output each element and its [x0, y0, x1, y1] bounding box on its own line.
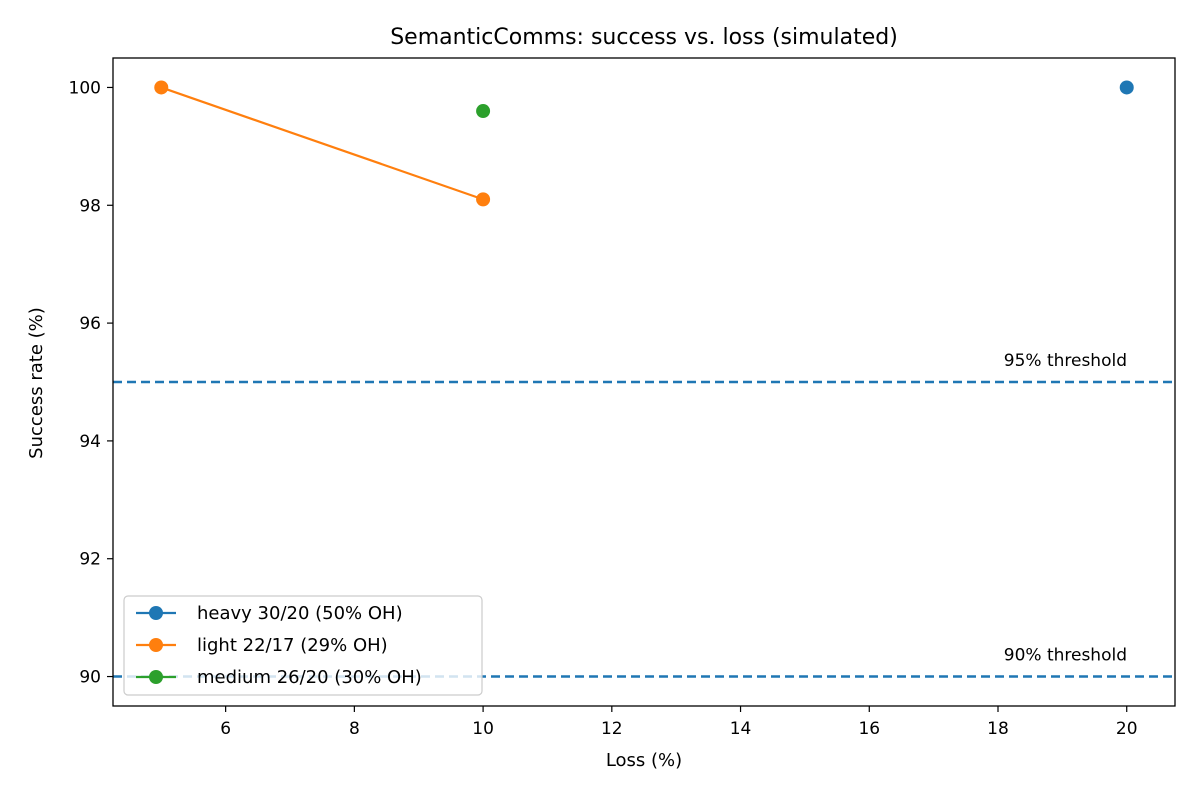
- series-layer: [154, 80, 1134, 207]
- plot-frame: [112, 57, 1176, 707]
- x-axis-label: Loss (%): [606, 750, 682, 771]
- legend: heavy 30/20 (50% OH) light 22/17 (29% OH)…: [123, 595, 483, 696]
- x-tick-label: 14: [730, 719, 752, 739]
- x-tick-label: 8: [349, 719, 360, 739]
- y-tick-label: 90: [79, 668, 101, 688]
- data-point: [476, 192, 491, 207]
- legend-label: heavy 30/20 (50% OH): [197, 603, 403, 624]
- y-tick-label: 100: [69, 78, 101, 98]
- x-tick-label: 20: [1116, 719, 1138, 739]
- series-line: [160, 86, 484, 201]
- legend-swatch-marker: [149, 638, 163, 652]
- data-point: [154, 80, 169, 95]
- threshold-label: 95% threshold: [1004, 351, 1127, 371]
- legend-box: [123, 595, 483, 696]
- legend-label: medium 26/20 (30% OH): [197, 667, 422, 688]
- y-tick-label: 98: [79, 196, 101, 216]
- threshold-label: 90% threshold: [1004, 646, 1127, 666]
- x-tick-label: 10: [472, 719, 494, 739]
- x-tick-label: 6: [220, 719, 231, 739]
- data-point: [1119, 80, 1134, 95]
- data-point: [476, 104, 491, 119]
- y-axis-label: Success rate (%): [26, 307, 47, 459]
- x-tick-label: 16: [858, 719, 880, 739]
- chart-title: SemanticComms: success vs. loss (simulat…: [390, 25, 898, 50]
- legend-label: light 22/17 (29% OH): [197, 635, 388, 656]
- legend-swatch-marker: [149, 606, 163, 620]
- x-tick-label: 18: [987, 719, 1009, 739]
- x-tick-label: 12: [601, 719, 623, 739]
- legend-swatch-marker: [149, 670, 163, 684]
- y-tick-label: 94: [79, 432, 101, 452]
- axis-ticks: 6 8 10 12 14 16 18 20 90 92 94 96 98 100: [69, 78, 1138, 739]
- y-tick-label: 92: [79, 550, 101, 570]
- y-tick-label: 96: [79, 314, 101, 334]
